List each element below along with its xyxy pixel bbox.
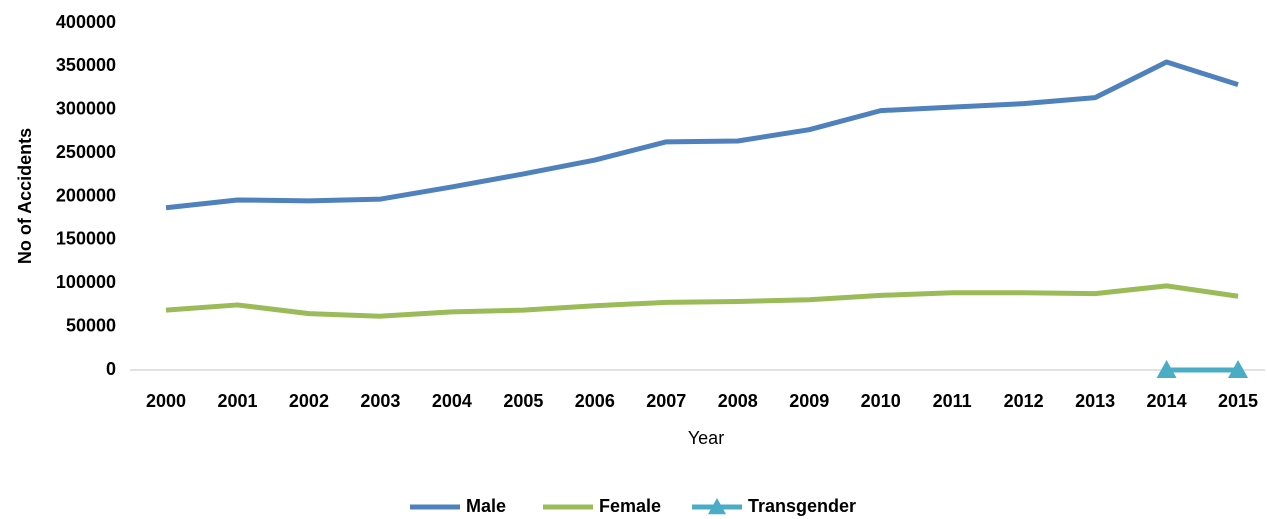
x-tick-label: 2014 (1147, 391, 1187, 411)
x-tick-label: 2000 (146, 391, 186, 411)
y-tick-label: 50000 (66, 315, 116, 335)
x-tick-label: 2010 (861, 391, 901, 411)
x-tick-label: 2002 (289, 391, 329, 411)
x-tick-label: 2003 (360, 391, 400, 411)
point-marker (1228, 360, 1249, 378)
x-tick-label: 2001 (217, 391, 257, 411)
x-tick-label: 2009 (789, 391, 829, 411)
x-axis-label: Year (688, 428, 724, 448)
legend-label: Transgender (748, 496, 856, 516)
x-tick-label: 2011 (933, 391, 972, 411)
x-tick-label: 2015 (1218, 391, 1258, 411)
series-line (165, 59, 1239, 211)
x-tick-label: 2006 (575, 391, 615, 411)
point-marker (1156, 360, 1177, 378)
y-tick-label: 250000 (56, 142, 116, 162)
y-axis-label: No of Accidents (15, 128, 35, 264)
x-tick-label: 2008 (718, 391, 758, 411)
y-tick-label: 0 (106, 359, 116, 379)
y-tick-label: 200000 (56, 185, 116, 205)
x-tick-label: 2004 (432, 391, 472, 411)
legend-label: Male (466, 496, 506, 516)
series-line (165, 283, 1239, 319)
x-tick-label: 2012 (1004, 391, 1044, 411)
y-tick-label: 400000 (56, 12, 116, 32)
y-tick-label: 350000 (56, 55, 116, 75)
legend-marker (708, 498, 726, 515)
x-tick-label: 2005 (503, 391, 543, 411)
x-tick-label: 2007 (646, 391, 686, 411)
y-tick-label: 100000 (56, 272, 116, 292)
x-tick-label: 2013 (1075, 391, 1115, 411)
legend-label: Female (599, 496, 661, 516)
y-tick-label: 300000 (56, 99, 116, 119)
y-tick-label: 150000 (56, 229, 116, 249)
